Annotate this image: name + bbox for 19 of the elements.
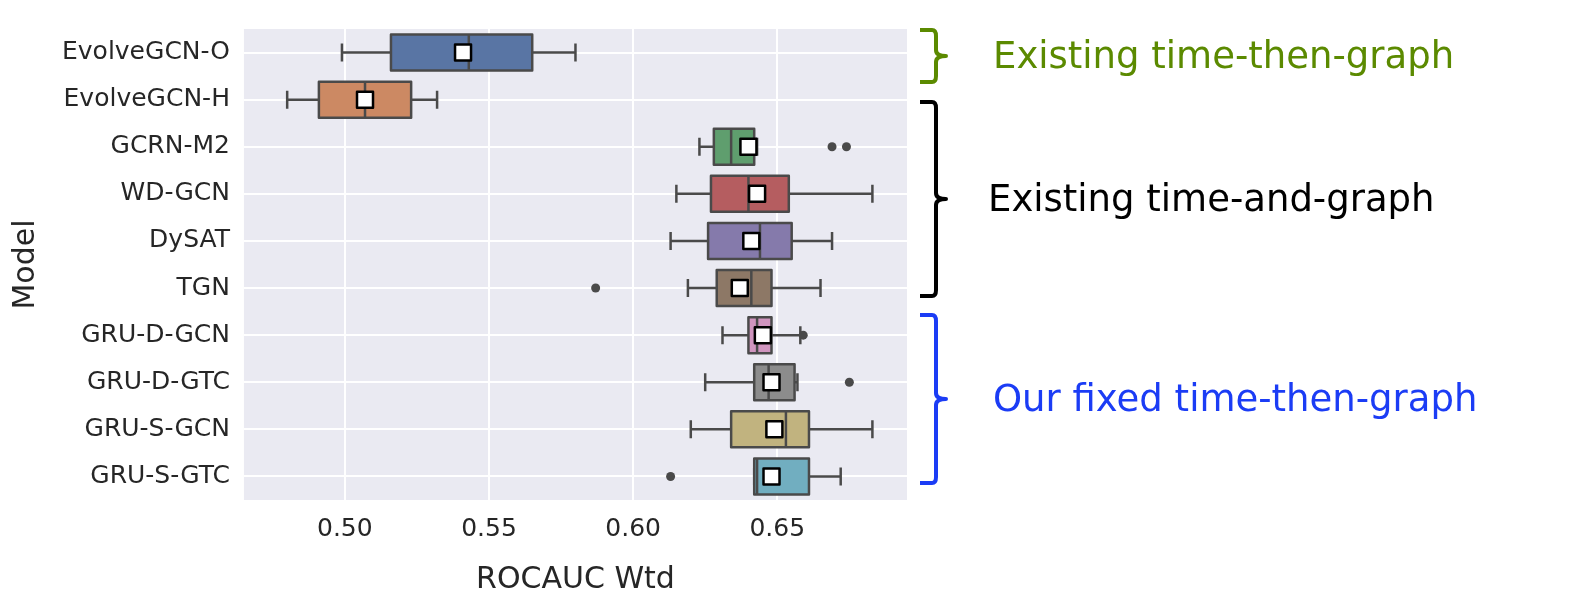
x-tick-label: 0.65 [749,512,806,542]
y-tick-label: TGN [175,271,230,301]
text: Existing time-then-graph [993,34,1455,77]
y-tick-label: GCRN-M2 [110,130,230,160]
x-tick-label: 0.60 [605,512,661,542]
y-tick-label: GRU-D-GTC [86,365,230,395]
y-tick-label: EvolveGCN-O [61,36,230,66]
x-axis-title: ROCAUC Wtd [476,559,675,595]
x-tick-label: 0.50 [317,512,373,542]
y-axis-title: Model [5,219,41,310]
text: Our fixed time-then-graph [993,377,1478,420]
y-tick-label: GRU-S-GCN [84,412,230,442]
y-tick-label: GRU-S-GTC [90,459,230,489]
y-tick-label: GRU-D-GCN [81,318,230,348]
y-tick-label: EvolveGCN-H [63,83,230,113]
y-tick-label: WD-GCN [120,177,230,207]
text: Existing time-and-graph [988,177,1435,220]
x-tick-label: 0.55 [461,512,517,542]
y-tick-label: DySAT [149,224,231,254]
